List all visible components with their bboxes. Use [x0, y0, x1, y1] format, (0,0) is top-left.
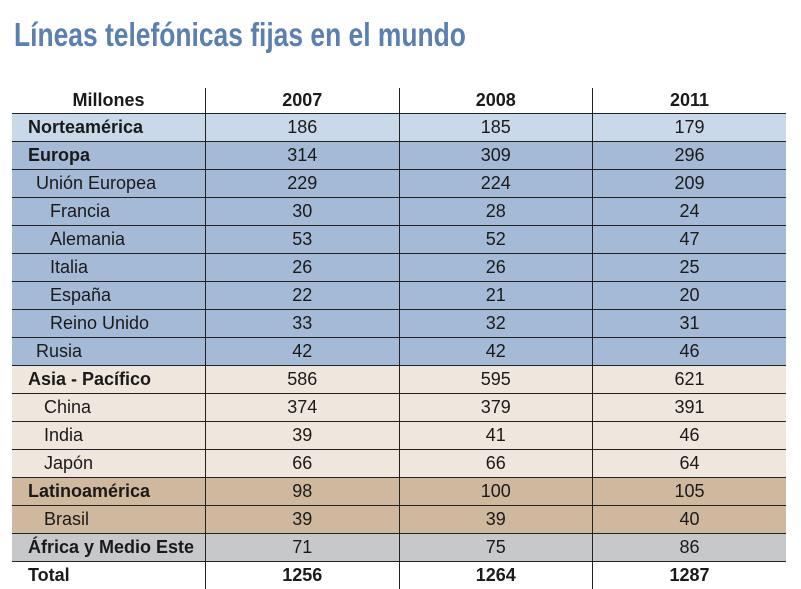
cell-2008: 52	[399, 226, 593, 254]
cell-2007: 39	[206, 506, 400, 534]
cell-2007: 26	[206, 254, 400, 282]
cell-2011: 24	[593, 198, 787, 226]
cell-2008: 185	[399, 114, 593, 142]
cell-2007: 71	[206, 534, 400, 562]
row-label: África y Medio Este	[12, 534, 206, 562]
cell-2011: 46	[593, 338, 787, 366]
cell-2011: 46	[593, 422, 787, 450]
cell-2008: 1264	[399, 562, 593, 589]
row-label: China	[12, 394, 206, 422]
cell-2007: 229	[206, 170, 400, 198]
row-label: India	[12, 422, 206, 450]
cell-2007: 66	[206, 450, 400, 478]
cell-2008: 595	[399, 366, 593, 394]
cell-2011: 20	[593, 282, 787, 310]
row-label: Italia	[12, 254, 206, 282]
row-label: Alemania	[12, 226, 206, 254]
row-label: Europa	[12, 142, 206, 170]
cell-2008: 26	[399, 254, 593, 282]
cell-2008: 28	[399, 198, 593, 226]
cell-2008: 75	[399, 534, 593, 562]
page-title: Líneas telefónicas fijas en el mundo	[14, 16, 466, 54]
cell-2008: 21	[399, 282, 593, 310]
cell-2011: 1287	[593, 562, 787, 589]
row-label: Rusia	[12, 338, 206, 366]
cell-2011: 179	[593, 114, 787, 142]
row-label: España	[12, 282, 206, 310]
cell-2011: 40	[593, 506, 787, 534]
header-2008: 2008	[399, 88, 593, 114]
cell-2007: 39	[206, 422, 400, 450]
cell-2007: 374	[206, 394, 400, 422]
header-2011: 2011	[593, 88, 787, 114]
table-header-row: Millones 2007 2008 2011	[12, 88, 786, 114]
cell-2008: 41	[399, 422, 593, 450]
cell-2008: 39	[399, 506, 593, 534]
cell-2011: 296	[593, 142, 787, 170]
cell-2008: 42	[399, 338, 593, 366]
row-label: Asia - Pacífico	[12, 366, 206, 394]
cell-2008: 224	[399, 170, 593, 198]
cell-2011: 64	[593, 450, 787, 478]
cell-2011: 25	[593, 254, 787, 282]
cell-2007: 30	[206, 198, 400, 226]
cell-2008: 100	[399, 478, 593, 506]
row-label: Reino Unido	[12, 310, 206, 338]
cell-2011: 391	[593, 394, 787, 422]
cell-2011: 209	[593, 170, 787, 198]
row-label: Brasil	[12, 506, 206, 534]
row-label: Unión Europea	[12, 170, 206, 198]
header-units: Millones	[12, 88, 206, 114]
cell-2008: 379	[399, 394, 593, 422]
row-label: Latinoamérica	[12, 478, 206, 506]
row-label: Japón	[12, 450, 206, 478]
cell-2008: 309	[399, 142, 593, 170]
cell-2007: 186	[206, 114, 400, 142]
cell-2007: 1256	[206, 562, 400, 589]
cell-2011: 47	[593, 226, 787, 254]
cell-2011: 621	[593, 366, 787, 394]
cell-2007: 22	[206, 282, 400, 310]
cell-2007: 33	[206, 310, 400, 338]
row-label: Francia	[12, 198, 206, 226]
cell-2011: 105	[593, 478, 787, 506]
cell-2007: 586	[206, 366, 400, 394]
cell-2008: 66	[399, 450, 593, 478]
cell-2011: 86	[593, 534, 787, 562]
row-label: Total	[12, 562, 206, 589]
cell-2007: 53	[206, 226, 400, 254]
cell-2011: 31	[593, 310, 787, 338]
cell-2007: 42	[206, 338, 400, 366]
cell-2007: 98	[206, 478, 400, 506]
cell-2007: 314	[206, 142, 400, 170]
row-label: Norteamérica	[12, 114, 206, 142]
header-2007: 2007	[206, 88, 400, 114]
cell-2008: 32	[399, 310, 593, 338]
